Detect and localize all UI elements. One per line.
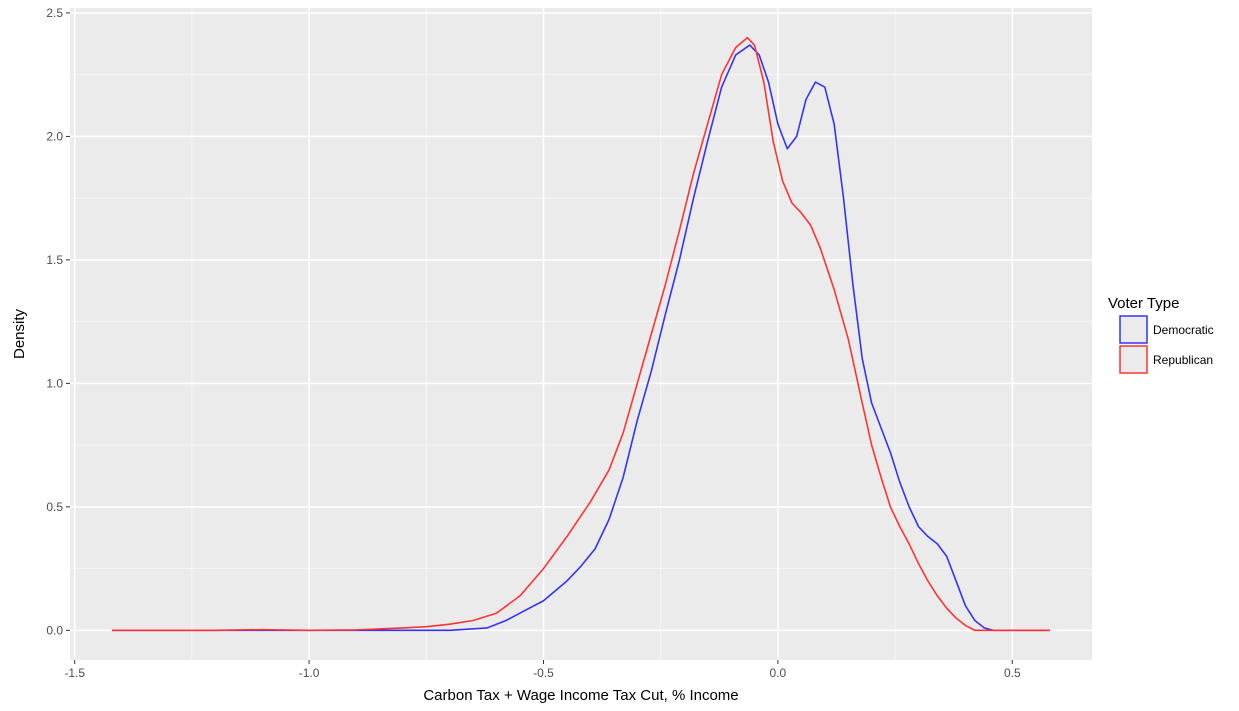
legend-label-republican: Republican	[1153, 353, 1213, 367]
legend: Voter Type Democratic Republican	[1108, 295, 1214, 374]
y-axis-title: Density	[11, 308, 28, 359]
legend-key-democratic	[1119, 315, 1148, 344]
x-tick-label: 0.5	[1004, 666, 1021, 680]
axes: -1.5 -1.0 -0.5 0.0 0.5 0.0 0.5 1.0 1.5 2.0 2.5	[46, 6, 1021, 680]
y-tick-label: 1.5	[46, 253, 63, 267]
x-axis-title: Carbon Tax + Wage Income Tax Cut, % Inco…	[423, 687, 738, 704]
series-line-republican	[112, 36, 1050, 632]
series-lines	[112, 36, 1050, 632]
y-tick-label: 0.5	[46, 500, 63, 514]
legend-label-democratic: Democratic	[1153, 323, 1214, 337]
x-tick-label: -1.0	[299, 666, 320, 680]
legend-title: Voter Type	[1108, 295, 1179, 312]
grid-lines	[70, 8, 1092, 660]
y-tick-label: 2.0	[46, 129, 63, 143]
x-tick-label: -1.5	[64, 666, 85, 680]
y-tick-label: 0.0	[46, 623, 63, 637]
x-tick-label: 0.0	[770, 666, 787, 680]
plot-panel	[70, 8, 1092, 660]
y-tick-label: 1.0	[46, 376, 63, 390]
legend-key-republican	[1119, 345, 1148, 374]
x-tick-label: -0.5	[533, 666, 554, 680]
y-tick-label: 2.5	[46, 6, 63, 20]
series-line-democratic	[112, 44, 1050, 632]
